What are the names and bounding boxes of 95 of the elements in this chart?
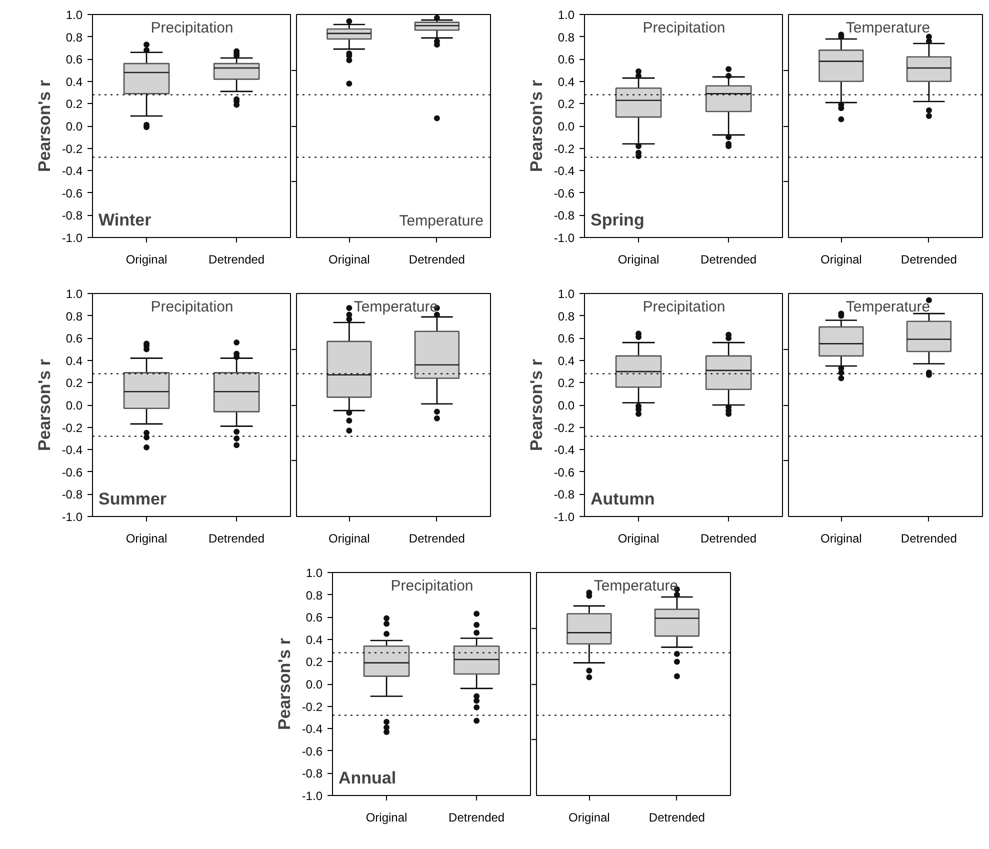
x-tick-label: Detrended [448,810,505,824]
x-tick-label: Original [366,810,408,824]
annotation: Precipitation [150,298,234,316]
x-tick-label: Detrended [700,532,757,546]
x-tick-label: Detrended [208,252,265,266]
annotation: Temperature [846,20,930,36]
x-tick-label: Detrended [408,252,465,266]
y-tick-label: 0.4 [558,74,575,89]
annotation: Precipitation [642,298,726,316]
y-tick-label: 0.6 [558,52,575,67]
y-tick-label: -0.4 [554,164,575,178]
x-tick-label: Original [568,810,610,824]
y-tick-label: -0.6 [62,465,83,480]
y-axis-title: Pearson's r [526,358,546,451]
y-tick-label: -0.8 [62,208,83,223]
x-tick-label: Detrended [900,532,957,546]
y-tick-label: -1.0 [62,510,83,524]
y-tick-label: -0.8 [302,766,323,781]
y-tick-label: -1.0 [302,789,323,803]
y-tick-label: -0.6 [554,465,575,480]
y-tick-label: -0.6 [554,186,575,200]
y-tick-label: 1.0 [66,8,83,22]
y-tick-label: -0.4 [554,443,575,458]
y-tick-label: 0.6 [558,332,575,346]
y-tick-label: 0.6 [66,52,83,67]
y-tick-label: -0.2 [302,700,323,714]
y-axis-title: Pearson's r [34,80,54,172]
y-tick-label: 0.8 [558,30,575,44]
y-tick-label: 1.0 [66,287,83,301]
annotation: Precipitation [150,20,234,36]
y-axis-title: Pearson's r [274,638,294,730]
y-tick-label: 0.8 [66,309,83,324]
y-tick-label: -0.8 [62,488,83,502]
x-tick-label: Original [618,532,660,546]
y-axis-title: Pearson's r [34,358,54,451]
y-tick-label: 0.2 [558,97,575,112]
y-tick-label: -1.0 [554,231,575,245]
y-tick-label: -0.4 [62,164,83,178]
y-tick-label: 0.8 [66,30,83,44]
y-tick-label: -0.2 [554,420,575,435]
y-tick-label: -0.4 [302,722,323,736]
y-tick-label: 0.2 [558,376,575,390]
annotation: Summer [98,490,167,508]
y-tick-label: 0.0 [306,678,323,692]
annotation: Temperature [354,298,438,316]
y-tick-label: 0.0 [558,398,575,412]
annotation: Annual [338,768,396,788]
annotation: Temperature [399,212,484,230]
x-tick-label: Original [820,532,862,546]
x-tick-label: Original [820,252,862,266]
x-tick-label: Detrended [648,810,705,824]
y-tick-label: 0.0 [66,120,83,134]
y-tick-label: 0.4 [66,74,83,89]
x-tick-label: Original [618,252,660,266]
annotation: Winter [98,210,152,230]
y-tick-label: -0.6 [302,744,323,758]
y-tick-label: -0.4 [62,443,83,458]
y-tick-label: 0.2 [66,376,83,390]
y-tick-label: -0.2 [554,142,575,156]
y-axis-title: Pearson's r [526,80,546,172]
y-tick-label: -1.0 [554,510,575,524]
y-tick-label: 0.4 [558,354,575,368]
annotation: Temperature [594,578,678,594]
x-tick-label: Detrended [700,252,757,266]
x-tick-label: Original [126,252,168,266]
y-tick-label: 1.0 [558,287,575,301]
y-tick-label: 0.0 [66,398,83,412]
y-tick-label: 0.4 [306,632,323,647]
y-tick-label: 0.6 [306,610,323,625]
y-tick-label: 1.0 [306,566,323,580]
y-tick-label: 0.4 [66,354,83,368]
y-tick-label: -0.6 [62,186,83,200]
y-tick-label: -0.8 [554,208,575,223]
annotation: Precipitation [390,578,474,594]
annotation: Autumn [590,490,655,508]
x-tick-label: Original [328,252,370,266]
annotation: Precipitation [642,20,726,36]
y-tick-label: 0.8 [558,309,575,324]
annotation: Spring [590,210,644,230]
y-tick-label: -0.2 [62,420,83,435]
annotation: Temperature [846,298,930,316]
x-tick-label: Detrended [408,532,465,546]
y-tick-label: -0.8 [554,488,575,502]
x-tick-label: Original [328,532,370,546]
y-tick-label: 0.8 [306,588,323,602]
y-tick-label: 0.0 [558,120,575,134]
y-tick-label: 0.2 [306,655,323,670]
y-tick-label: -0.2 [62,142,83,156]
x-tick-label: Detrended [208,532,265,546]
x-tick-label: Detrended [900,252,957,266]
y-tick-label: 1.0 [558,8,575,22]
x-tick-label: Original [126,532,168,546]
y-tick-label: 0.6 [66,332,83,346]
y-tick-label: -1.0 [62,231,83,245]
y-tick-label: 0.2 [66,97,83,112]
